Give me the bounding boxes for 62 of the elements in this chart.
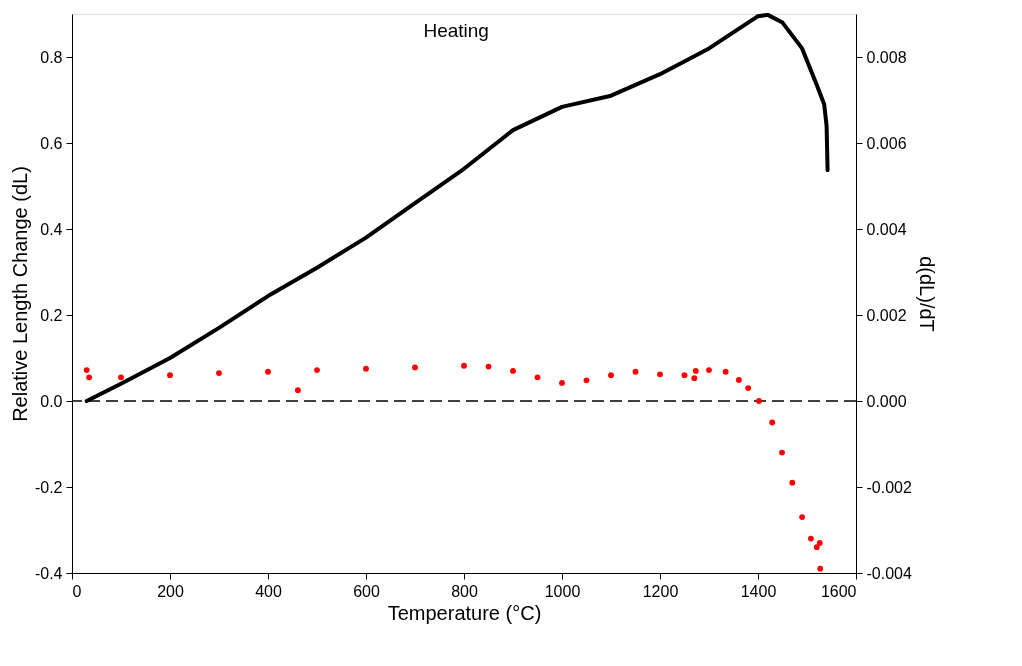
point bbox=[816, 539, 823, 546]
x-axis-title: Temperature (°C) bbox=[387, 601, 542, 624]
point bbox=[83, 367, 90, 373]
point bbox=[559, 380, 565, 386]
x-tick-label: 200 bbox=[157, 582, 184, 600]
point bbox=[583, 377, 590, 384]
y-tick-label: 0.6 bbox=[40, 134, 63, 152]
y-tick-label: -0.4 bbox=[34, 564, 63, 582]
point bbox=[608, 372, 614, 379]
point bbox=[294, 387, 301, 394]
x-tick-label: 400 bbox=[255, 582, 282, 600]
annotation: Heating bbox=[423, 20, 489, 41]
point bbox=[722, 368, 729, 375]
point bbox=[216, 370, 222, 376]
y2-tick-label: 0.008 bbox=[866, 48, 907, 66]
y2-tick-label: 0.000 bbox=[866, 392, 907, 410]
y-axis-title: Relative Length Change (dL) bbox=[8, 166, 31, 422]
point bbox=[632, 368, 639, 375]
point bbox=[265, 368, 271, 375]
point bbox=[86, 374, 93, 381]
y-tick-label: 0.2 bbox=[40, 306, 63, 324]
point bbox=[817, 565, 824, 572]
point bbox=[691, 375, 698, 382]
point bbox=[813, 544, 820, 551]
point bbox=[735, 377, 742, 383]
point bbox=[681, 372, 688, 379]
x-tick-label: 1000 bbox=[544, 582, 581, 600]
point bbox=[657, 371, 663, 378]
x-tick-label: 600 bbox=[353, 582, 380, 600]
point bbox=[808, 535, 814, 542]
point bbox=[534, 374, 541, 381]
point bbox=[756, 398, 762, 404]
point bbox=[118, 374, 124, 381]
y-tick-label: 0.8 bbox=[40, 48, 63, 66]
point bbox=[745, 385, 752, 392]
point bbox=[363, 365, 369, 372]
point bbox=[167, 372, 173, 379]
y2-axis-title: d(dL)/dT bbox=[915, 256, 938, 332]
x-tick-label: 1400 bbox=[740, 582, 777, 600]
point bbox=[789, 479, 796, 486]
y2-tick-label: 0.006 bbox=[866, 134, 907, 152]
y2-tick-label: -0.002 bbox=[866, 478, 912, 496]
x-tick-label: 1200 bbox=[642, 582, 679, 600]
point bbox=[706, 367, 712, 373]
y2-tick-label: 0.004 bbox=[866, 220, 907, 238]
point bbox=[412, 364, 418, 371]
y2-tick-label: -0.004 bbox=[866, 564, 912, 582]
point bbox=[692, 367, 699, 374]
point bbox=[769, 419, 776, 426]
x-tick-label: 0 bbox=[72, 582, 82, 600]
point bbox=[779, 449, 785, 456]
x-tick-label: 1600 bbox=[820, 582, 857, 600]
point bbox=[485, 363, 492, 370]
y-tick-label: 0.0 bbox=[40, 392, 63, 410]
x-tick-label: 800 bbox=[451, 582, 478, 600]
point bbox=[510, 367, 516, 374]
y2-tick-label: 0.002 bbox=[866, 306, 907, 324]
point bbox=[314, 367, 320, 373]
y-tick-label: 0.4 bbox=[40, 220, 63, 238]
point bbox=[799, 514, 806, 521]
y-tick-label: -0.2 bbox=[34, 478, 63, 496]
point bbox=[461, 362, 467, 369]
